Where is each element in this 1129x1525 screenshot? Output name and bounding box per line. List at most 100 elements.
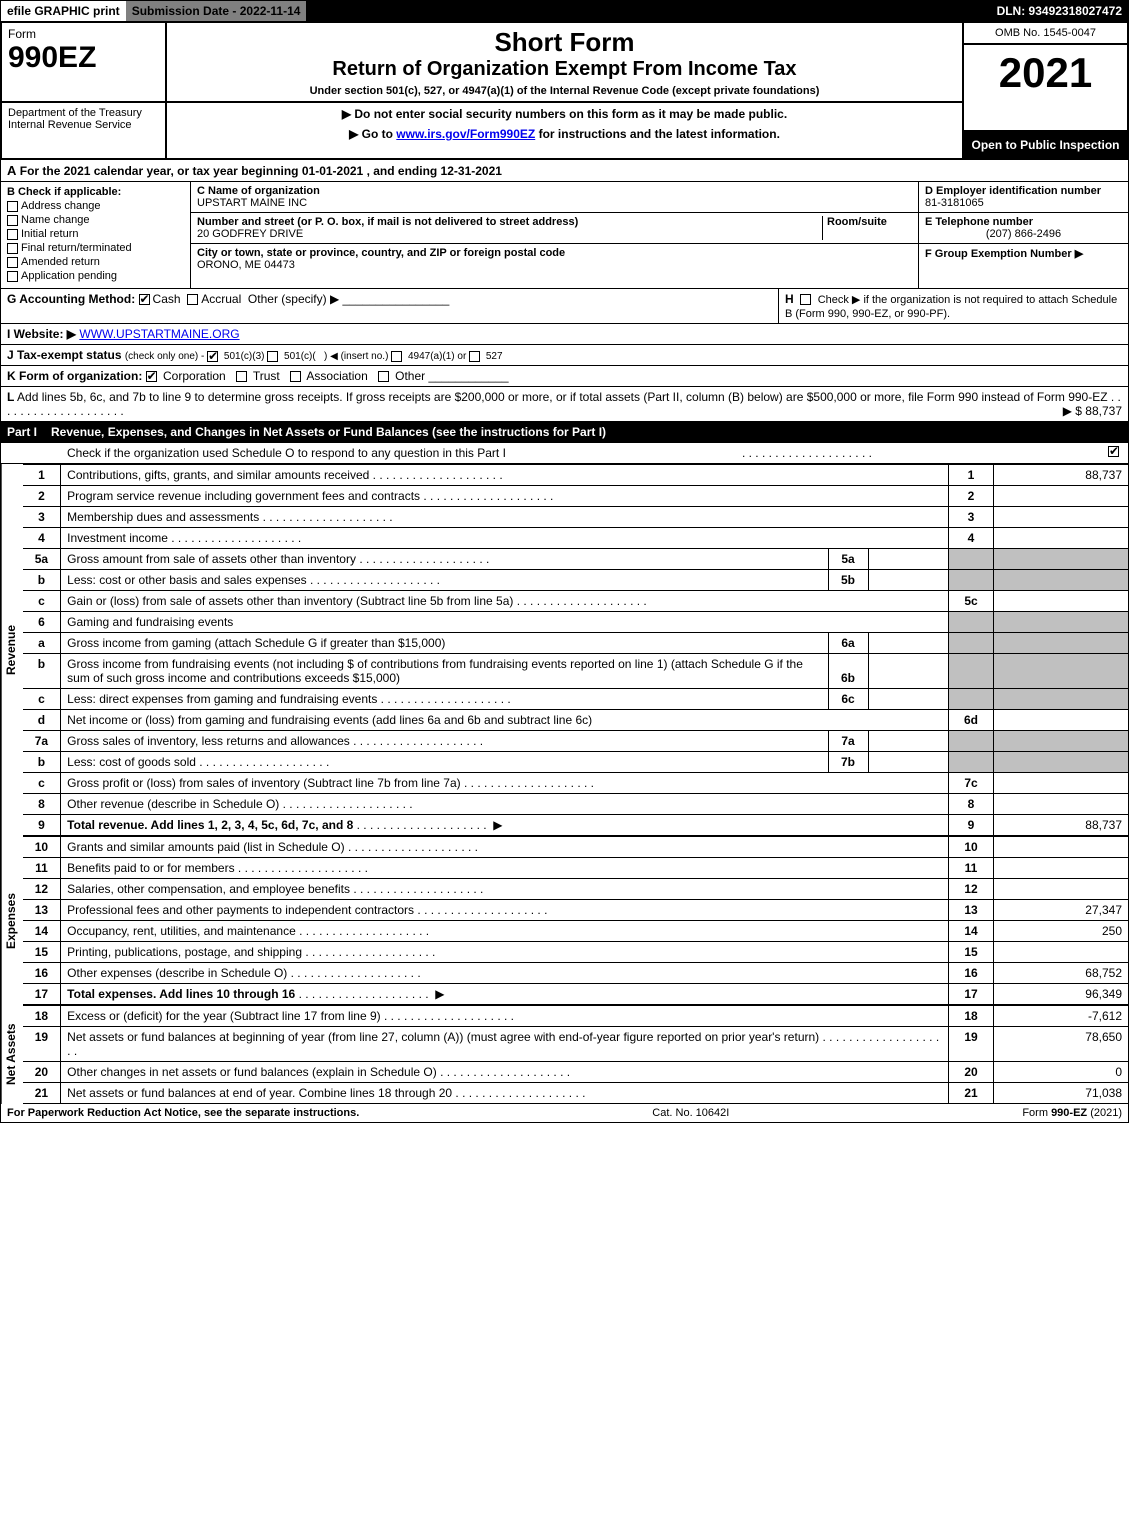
check-amended-return[interactable]: Amended return bbox=[7, 256, 184, 268]
room-label: Room/suite bbox=[827, 216, 912, 228]
line-10: 10Grants and similar amounts paid (list … bbox=[23, 837, 1129, 858]
row-j: J Tax-exempt status (check only one) - 5… bbox=[0, 345, 1129, 366]
footer-right: Form 990-EZ (2021) bbox=[1022, 1107, 1122, 1119]
revenue-section: Revenue 1Contributions, gifts, grants, a… bbox=[0, 464, 1129, 836]
check-address-change[interactable]: Address change bbox=[7, 200, 184, 212]
line-14: 14Occupancy, rent, utilities, and mainte… bbox=[23, 921, 1129, 942]
part1-check-text: Check if the organization used Schedule … bbox=[7, 446, 506, 460]
line-2: 2Program service revenue including gover… bbox=[23, 486, 1129, 507]
section-b: B Check if applicable: Address change Na… bbox=[1, 182, 191, 288]
check-schedule-b[interactable] bbox=[800, 294, 811, 305]
cash-label: Cash bbox=[153, 292, 181, 306]
line-8: 8Other revenue (describe in Schedule O)8 bbox=[23, 794, 1129, 815]
l-label: L bbox=[7, 390, 14, 404]
tax-year: 2021 bbox=[970, 49, 1121, 97]
revenue-label: Revenue bbox=[1, 464, 23, 836]
check-schedule-o[interactable] bbox=[1108, 446, 1119, 457]
other-label: Other (specify) ▶ bbox=[248, 292, 339, 306]
check-corporation[interactable] bbox=[146, 371, 157, 382]
check-4947[interactable] bbox=[391, 351, 402, 362]
line-20: 20Other changes in net assets or fund ba… bbox=[23, 1062, 1129, 1083]
section-bcdef: B Check if applicable: Address change Na… bbox=[0, 182, 1129, 289]
g-cell: G Accounting Method: Cash Accrual Other … bbox=[1, 289, 778, 323]
line-5b: bLess: cost or other basis and sales exp… bbox=[23, 570, 1129, 591]
row-i: I Website: ▶ WWW.UPSTARTMAINE.ORG bbox=[0, 324, 1129, 345]
expenses-table: 10Grants and similar amounts paid (list … bbox=[23, 836, 1129, 1005]
check-name-change[interactable]: Name change bbox=[7, 214, 184, 226]
line-6: 6Gaming and fundraising events bbox=[23, 612, 1129, 633]
dept-name: Department of the Treasury bbox=[8, 107, 159, 119]
website-link[interactable]: WWW.UPSTARTMAINE.ORG bbox=[79, 327, 239, 341]
open-to-public: Open to Public Inspection bbox=[963, 131, 1128, 159]
line-6c: cLess: direct expenses from gaming and f… bbox=[23, 689, 1129, 710]
notes-cell: ▶ Do not enter social security numbers o… bbox=[166, 102, 963, 159]
ein: 81-3181065 bbox=[925, 197, 1122, 209]
check-trust[interactable] bbox=[236, 371, 247, 382]
section-def: D Employer identification number 81-3181… bbox=[918, 182, 1128, 288]
line-16: 16Other expenses (describe in Schedule O… bbox=[23, 963, 1129, 984]
b-title: B Check if applicable: bbox=[7, 186, 184, 198]
line-7a: 7aGross sales of inventory, less returns… bbox=[23, 731, 1129, 752]
section-c: C Name of organization UPSTART MAINE INC… bbox=[191, 182, 918, 288]
line-21: 21Net assets or fund balances at end of … bbox=[23, 1083, 1129, 1104]
check-initial-return[interactable]: Initial return bbox=[7, 228, 184, 240]
l-text: Add lines 5b, 6c, and 7b to line 9 to de… bbox=[17, 390, 1108, 404]
irs-link[interactable]: www.irs.gov/Form990EZ bbox=[396, 127, 535, 141]
footer-left: For Paperwork Reduction Act Notice, see … bbox=[7, 1107, 359, 1119]
h-label: H bbox=[785, 292, 794, 306]
check-501c3[interactable] bbox=[207, 351, 218, 362]
j-label: J Tax-exempt status bbox=[7, 348, 122, 362]
line-1: 1Contributions, gifts, grants, and simil… bbox=[23, 465, 1129, 486]
note-ssn: ▶ Do not enter social security numbers o… bbox=[173, 107, 956, 121]
check-final-return[interactable]: Final return/terminated bbox=[7, 242, 184, 254]
irs-name: Internal Revenue Service bbox=[8, 119, 159, 131]
phone: (207) 866-2496 bbox=[925, 228, 1122, 240]
g-label: G Accounting Method: bbox=[7, 292, 135, 306]
footer: For Paperwork Reduction Act Notice, see … bbox=[0, 1104, 1129, 1123]
subdate-value: 2022-11-14 bbox=[240, 4, 301, 18]
line-a-letter: A bbox=[7, 163, 16, 178]
street-value: 20 GODFREY DRIVE bbox=[197, 228, 822, 240]
street-label: Number and street (or P. O. box, if mail… bbox=[197, 216, 822, 228]
line-15: 15Printing, publications, postage, and s… bbox=[23, 942, 1129, 963]
check-cash[interactable] bbox=[139, 294, 150, 305]
check-501c[interactable] bbox=[267, 351, 278, 362]
line-6d: dNet income or (loss) from gaming and fu… bbox=[23, 710, 1129, 731]
c-label: C Name of organization bbox=[197, 185, 912, 197]
dept-cell: Department of the Treasury Internal Reve… bbox=[1, 102, 166, 159]
goto-prefix: ▶ Go to bbox=[349, 127, 396, 141]
revenue-table: 1Contributions, gifts, grants, and simil… bbox=[23, 464, 1129, 836]
subdate-prefix: Submission Date - bbox=[132, 4, 240, 18]
check-other-org[interactable] bbox=[378, 371, 389, 382]
line-17: 17Total expenses. Add lines 10 through 1… bbox=[23, 984, 1129, 1005]
line-11: 11Benefits paid to or for members11 bbox=[23, 858, 1129, 879]
open-to-text: Open to Public Inspection bbox=[970, 136, 1121, 154]
check-association[interactable] bbox=[290, 371, 301, 382]
i-label: I Website: ▶ bbox=[7, 327, 76, 341]
f-row: F Group Exemption Number ▶ bbox=[919, 244, 1128, 288]
h-text: Check ▶ if the organization is not requi… bbox=[785, 294, 1117, 320]
efile-label[interactable]: efile GRAPHIC print bbox=[1, 1, 126, 21]
line-7c: cGross profit or (loss) from sales of in… bbox=[23, 773, 1129, 794]
e-row: E Telephone number (207) 866-2496 bbox=[919, 213, 1128, 244]
spacer bbox=[306, 8, 990, 14]
l-amount: ▶ $ 88,737 bbox=[1063, 404, 1122, 418]
line-6a: aGross income from gaming (attach Schedu… bbox=[23, 633, 1129, 654]
line-5c: cGain or (loss) from sale of assets othe… bbox=[23, 591, 1129, 612]
line-9: 9Total revenue. Add lines 1, 2, 3, 4, 5c… bbox=[23, 815, 1129, 836]
line-12: 12Salaries, other compensation, and empl… bbox=[23, 879, 1129, 900]
check-accrual[interactable] bbox=[187, 294, 198, 305]
short-form-title: Short Form bbox=[173, 27, 956, 58]
check-application-pending[interactable]: Application pending bbox=[7, 270, 184, 282]
row-k: K Form of organization: Corporation Trus… bbox=[0, 366, 1129, 387]
line-18: 18Excess or (deficit) for the year (Subt… bbox=[23, 1006, 1129, 1027]
city-label: City or town, state or province, country… bbox=[197, 247, 912, 259]
net-assets-table: 18Excess or (deficit) for the year (Subt… bbox=[23, 1005, 1129, 1104]
line-13: 13Professional fees and other payments t… bbox=[23, 900, 1129, 921]
dln: DLN: 93492318027472 bbox=[991, 1, 1128, 21]
d-row: D Employer identification number 81-3181… bbox=[919, 182, 1128, 213]
org-name: UPSTART MAINE INC bbox=[197, 197, 912, 209]
under-section: Under section 501(c), 527, or 4947(a)(1)… bbox=[173, 85, 956, 97]
check-527[interactable] bbox=[469, 351, 480, 362]
line-3: 3Membership dues and assessments3 bbox=[23, 507, 1129, 528]
